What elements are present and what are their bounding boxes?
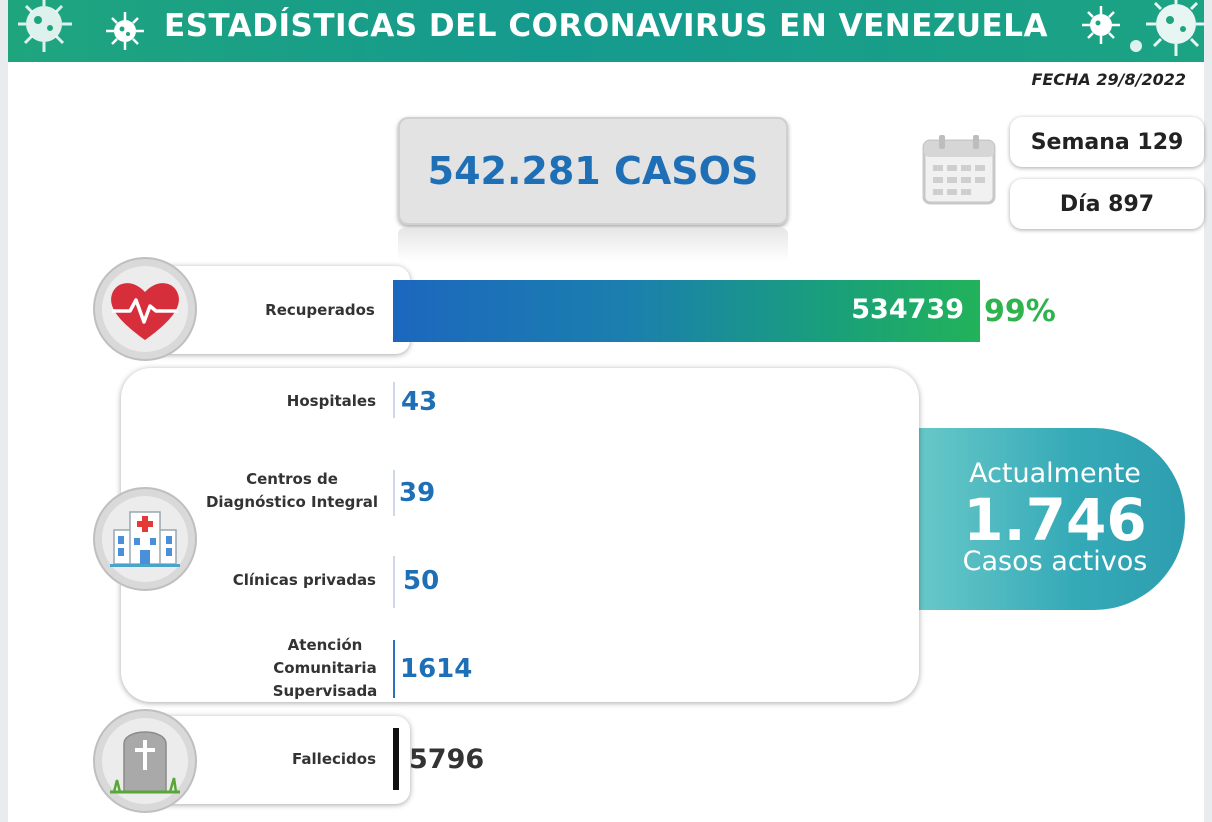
active-cases-heading: Actualmente bbox=[969, 458, 1141, 489]
location-label-cdi: Centros de Diagnóstico Integral bbox=[205, 470, 379, 511]
report-date: FECHA 29/8/2022 bbox=[1031, 70, 1186, 89]
heart-pulse-icon bbox=[93, 257, 197, 361]
calendar-icon bbox=[922, 135, 996, 205]
location-bar-community bbox=[393, 640, 395, 698]
hospital-icon bbox=[93, 487, 197, 591]
total-cases-reflection bbox=[398, 228, 788, 262]
location-bar-private-clinics bbox=[393, 556, 395, 608]
locations-panel bbox=[121, 368, 919, 702]
deaths-bar bbox=[393, 728, 399, 790]
location-label-private-clinics: Clínicas privadas bbox=[232, 571, 376, 589]
location-value-cdi: 39 bbox=[399, 478, 436, 508]
tombstone-icon bbox=[93, 709, 197, 813]
total-cases-value: 542.281 CASOS bbox=[427, 149, 759, 193]
active-cases-value: 1.746 bbox=[963, 486, 1147, 554]
location-value-community: 1614 bbox=[400, 654, 473, 684]
location-value-private-clinics: 50 bbox=[403, 566, 440, 596]
location-bar-cdi bbox=[393, 470, 395, 516]
virus-icon bbox=[1082, 6, 1120, 44]
active-cases-bubble: Actualmente 1.746 Casos activos bbox=[905, 428, 1185, 610]
location-bar-hospitals bbox=[393, 382, 395, 418]
header-banner: ESTADÍSTICAS DEL CORONAVIRUS EN VENEZUEL… bbox=[8, 0, 1204, 62]
recovered-value: 534739 bbox=[851, 294, 964, 325]
page-edge-right bbox=[1204, 0, 1212, 822]
week-pill: Semana 129 bbox=[1010, 117, 1204, 167]
recovered-bar: 534739 bbox=[393, 280, 980, 342]
page-title: ESTADÍSTICAS DEL CORONAVIRUS EN VENEZUEL… bbox=[164, 8, 1048, 44]
day-pill: Día 897 bbox=[1010, 179, 1204, 229]
location-label-community: Atención Comunitaria Supervisada bbox=[272, 636, 378, 700]
recovered-label: Recuperados bbox=[265, 301, 375, 319]
location-value-hospitals: 43 bbox=[401, 387, 438, 417]
active-cases-caption: Casos activos bbox=[962, 546, 1148, 577]
recovered-percent: 99% bbox=[984, 294, 1056, 329]
virus-icon bbox=[106, 12, 144, 50]
deaths-label: Fallecidos bbox=[292, 750, 376, 768]
total-cases-box: 542.281 CASOS bbox=[398, 117, 788, 225]
virus-icon bbox=[18, 0, 72, 52]
virus-icon bbox=[1130, 0, 1204, 56]
location-label-hospitals: Hospitales bbox=[286, 392, 376, 410]
deaths-value: 5796 bbox=[409, 744, 485, 775]
page-edge-left bbox=[0, 0, 8, 822]
